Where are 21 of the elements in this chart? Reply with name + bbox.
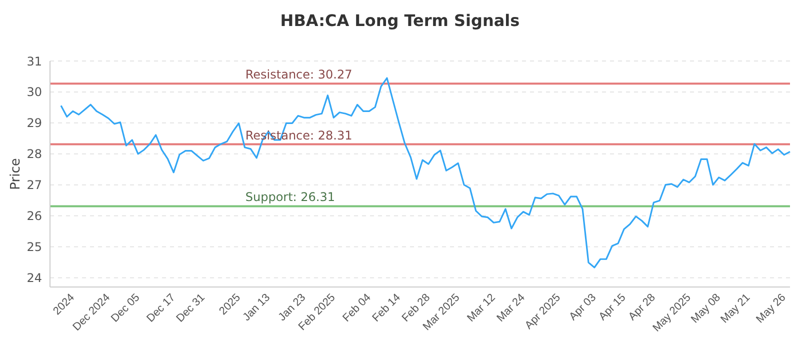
x-tick-label: Apr 28 [626,292,658,324]
x-tick-label: Dec 05 [109,292,142,325]
y-tick-label: 28 [26,147,42,162]
y-tick-label: 31 [26,54,42,68]
x-tick-label: May 21 [718,292,753,326]
x-tick-label: Jan 13 [240,292,273,324]
y-tick-label: 26 [26,209,42,224]
y-axis-title: Price [8,158,24,190]
y-tick-label: 25 [26,240,42,254]
y-tick-label: 24 [26,270,42,285]
x-tick-label: Apr 15 [596,292,628,324]
x-tick-label: Apr 03 [567,292,599,324]
chart-title: HBA:CA Long Term Signals [279,10,521,32]
y-tick-label: 30 [26,85,42,100]
x-tick-label: May 26 [754,292,788,326]
line-series [60,77,791,268]
y-tick-label: 27 [26,178,42,192]
ref-line-label: Support: 26.31 [245,190,336,204]
ref-line-label: Resistance: 30.27 [245,68,352,82]
y-tick-label: 29 [26,116,42,130]
x-tick-label: Dec 31 [174,292,208,325]
